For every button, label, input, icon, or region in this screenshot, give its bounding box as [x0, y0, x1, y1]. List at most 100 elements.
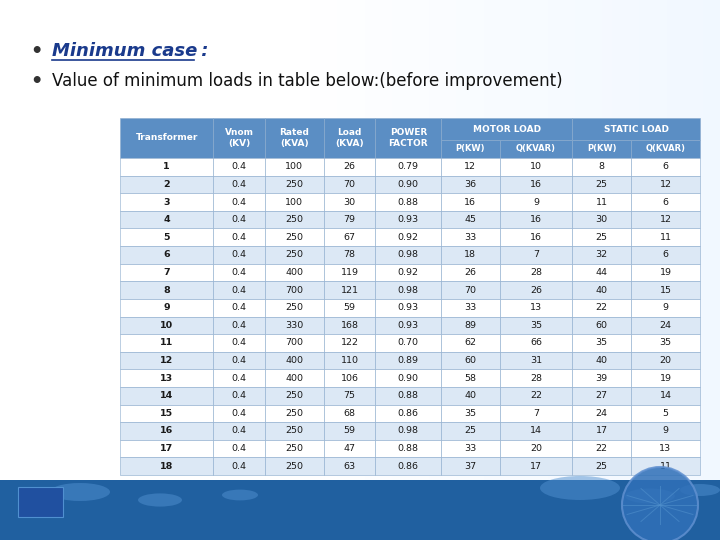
Bar — [631, 264, 700, 281]
Text: 14: 14 — [530, 427, 542, 435]
Text: 0.92: 0.92 — [397, 233, 419, 242]
Bar — [324, 316, 375, 334]
Bar — [572, 422, 631, 440]
Text: Value of minimum loads in table below:(before improvement): Value of minimum loads in table below:(b… — [52, 72, 562, 90]
Bar — [572, 404, 631, 422]
Text: 28: 28 — [530, 268, 542, 277]
Text: 3: 3 — [163, 198, 170, 206]
Text: 12: 12 — [160, 356, 174, 365]
Text: 5: 5 — [163, 233, 170, 242]
Bar — [120, 118, 213, 158]
Bar — [265, 118, 324, 158]
Text: 0.4: 0.4 — [232, 427, 247, 435]
Text: 0.4: 0.4 — [232, 198, 247, 206]
Text: 0.4: 0.4 — [232, 180, 247, 189]
Bar — [265, 334, 324, 352]
Bar — [500, 369, 572, 387]
Bar — [18, 487, 63, 517]
Ellipse shape — [138, 494, 182, 507]
Text: 400: 400 — [285, 356, 303, 365]
Text: 0.4: 0.4 — [232, 462, 247, 471]
Bar — [265, 176, 324, 193]
Text: 7: 7 — [163, 268, 170, 277]
Text: 39: 39 — [595, 374, 608, 383]
Bar — [213, 457, 265, 475]
Bar — [375, 316, 441, 334]
Text: 6: 6 — [662, 163, 668, 171]
Text: 20: 20 — [660, 356, 672, 365]
Text: :: : — [195, 42, 209, 60]
Bar — [572, 158, 631, 176]
Text: 250: 250 — [285, 462, 303, 471]
Bar — [265, 457, 324, 475]
Bar — [265, 299, 324, 316]
Bar — [441, 316, 500, 334]
Text: 250: 250 — [285, 427, 303, 435]
Text: 168: 168 — [341, 321, 359, 330]
Text: 0.98: 0.98 — [397, 286, 419, 295]
Text: 22: 22 — [530, 392, 542, 400]
Text: 13: 13 — [660, 444, 672, 453]
Text: 68: 68 — [343, 409, 356, 418]
Text: 13: 13 — [530, 303, 542, 312]
Bar — [120, 387, 213, 404]
Bar — [120, 211, 213, 228]
Text: 700: 700 — [285, 339, 303, 347]
Text: 250: 250 — [285, 409, 303, 418]
Text: 30: 30 — [595, 215, 608, 224]
Text: POWER
FACTOR: POWER FACTOR — [389, 129, 428, 148]
Text: 60: 60 — [595, 321, 608, 330]
Bar — [375, 193, 441, 211]
Bar — [572, 193, 631, 211]
Bar — [631, 316, 700, 334]
Text: 250: 250 — [285, 233, 303, 242]
Bar — [441, 246, 500, 264]
Bar — [265, 352, 324, 369]
Text: 45: 45 — [464, 215, 477, 224]
Text: 19: 19 — [660, 374, 672, 383]
Bar — [213, 404, 265, 422]
Text: 28: 28 — [530, 374, 542, 383]
Text: 67: 67 — [343, 233, 356, 242]
Text: 63: 63 — [343, 462, 356, 471]
Bar — [375, 118, 441, 158]
Bar — [500, 457, 572, 475]
Bar — [120, 440, 213, 457]
Bar — [375, 387, 441, 404]
Bar — [441, 404, 500, 422]
Bar — [375, 281, 441, 299]
Bar — [631, 457, 700, 475]
Text: 0.90: 0.90 — [397, 180, 419, 189]
Text: 26: 26 — [530, 286, 542, 295]
Bar — [213, 246, 265, 264]
Bar — [441, 387, 500, 404]
Bar — [441, 264, 500, 281]
Text: 0.4: 0.4 — [232, 251, 247, 259]
Bar — [441, 176, 500, 193]
Bar — [120, 422, 213, 440]
Bar — [375, 422, 441, 440]
Bar — [265, 211, 324, 228]
Bar — [265, 387, 324, 404]
Bar — [441, 369, 500, 387]
Bar — [213, 158, 265, 176]
Bar — [572, 176, 631, 193]
Bar — [213, 193, 265, 211]
Bar — [375, 246, 441, 264]
Text: 121: 121 — [341, 286, 359, 295]
Bar — [324, 211, 375, 228]
Text: •: • — [30, 42, 42, 61]
Bar — [572, 281, 631, 299]
Bar — [572, 369, 631, 387]
Bar — [120, 176, 213, 193]
Text: 12: 12 — [464, 163, 477, 171]
Bar — [500, 440, 572, 457]
Text: Transformer: Transformer — [135, 133, 198, 143]
Text: 250: 250 — [285, 303, 303, 312]
Bar — [500, 211, 572, 228]
Text: 0.4: 0.4 — [232, 321, 247, 330]
Circle shape — [622, 467, 698, 540]
Bar — [631, 211, 700, 228]
Text: 0.4: 0.4 — [232, 392, 247, 400]
Bar — [500, 316, 572, 334]
